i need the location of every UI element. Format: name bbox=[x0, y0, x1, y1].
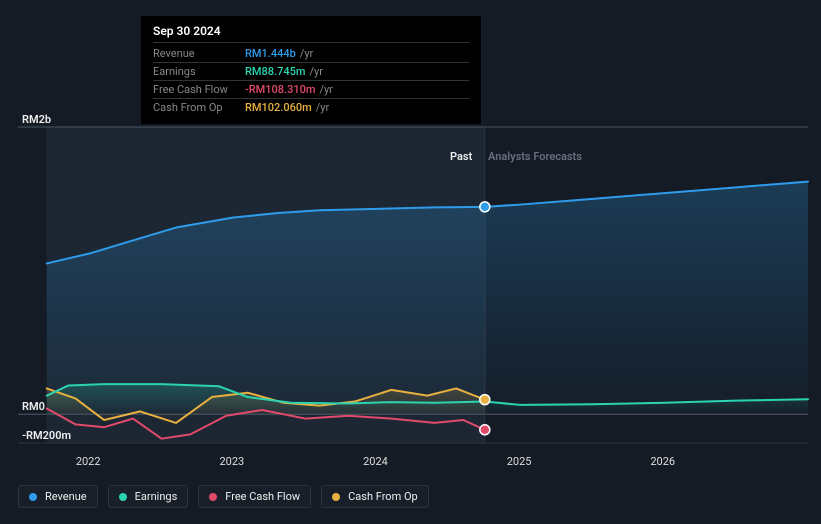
tooltip-row: RevenueRM1.444b/yr bbox=[153, 45, 469, 63]
tooltip-row-value: -RM108.310m bbox=[245, 83, 315, 96]
tooltip-row: EarningsRM88.745m/yr bbox=[153, 63, 469, 81]
legend-dot-icon bbox=[332, 493, 340, 501]
legend-item-revenue[interactable]: Revenue bbox=[18, 485, 98, 508]
legend-item-earnings[interactable]: Earnings bbox=[108, 485, 189, 508]
period-label: Past bbox=[450, 150, 472, 163]
tooltip-row-unit: /yr bbox=[316, 101, 329, 114]
x-axis-label: 2024 bbox=[363, 455, 388, 468]
x-axis-label: 2025 bbox=[507, 455, 532, 468]
x-axis-label: 2026 bbox=[650, 455, 675, 468]
tooltip-row-label: Cash From Op bbox=[153, 101, 245, 114]
tooltip-row-value: RM102.060m bbox=[245, 101, 312, 114]
x-axis-label: 2022 bbox=[76, 455, 101, 468]
tooltip-row-unit: /yr bbox=[300, 47, 313, 60]
legend-dot-icon bbox=[119, 493, 127, 501]
x-axis-label: 2023 bbox=[219, 455, 244, 468]
legend-label: Free Cash Flow bbox=[225, 490, 300, 503]
tooltip-row-label: Earnings bbox=[153, 65, 245, 78]
legend-dot-icon bbox=[209, 493, 217, 501]
legend-label: Earnings bbox=[135, 490, 178, 503]
tooltip-row-value: RM1.444b bbox=[245, 47, 296, 60]
period-label: Analysts Forecasts bbox=[488, 150, 582, 163]
tooltip-row-unit: /yr bbox=[319, 83, 332, 96]
tooltip-row-unit: /yr bbox=[309, 65, 322, 78]
legend-item-free_cash_flow[interactable]: Free Cash Flow bbox=[198, 485, 311, 508]
legend-label: Revenue bbox=[45, 490, 87, 503]
tooltip-row-value: RM88.745m bbox=[245, 65, 305, 78]
y-axis-label: RM0 bbox=[22, 400, 45, 413]
legend: Revenue Earnings Free Cash Flow Cash From O… bbox=[0, 485, 447, 508]
tooltip-row: Cash From OpRM102.060m/yr bbox=[153, 99, 469, 116]
tooltip-row: Free Cash Flow-RM108.310m/yr bbox=[153, 81, 469, 99]
y-axis-label: -RM200m bbox=[22, 429, 71, 442]
tooltip-date: Sep 30 2024 bbox=[153, 24, 469, 43]
legend-dot-icon bbox=[29, 493, 37, 501]
legend-label: Cash From Op bbox=[348, 490, 418, 503]
tooltip-row-label: Revenue bbox=[153, 47, 245, 60]
y-axis-label: RM2b bbox=[22, 113, 51, 126]
chart-tooltip: Sep 30 2024 RevenueRM1.444b/yrEarningsRM… bbox=[141, 16, 481, 124]
tooltip-row-label: Free Cash Flow bbox=[153, 83, 245, 96]
legend-item-cash_from_op[interactable]: Cash From Op bbox=[321, 485, 429, 508]
